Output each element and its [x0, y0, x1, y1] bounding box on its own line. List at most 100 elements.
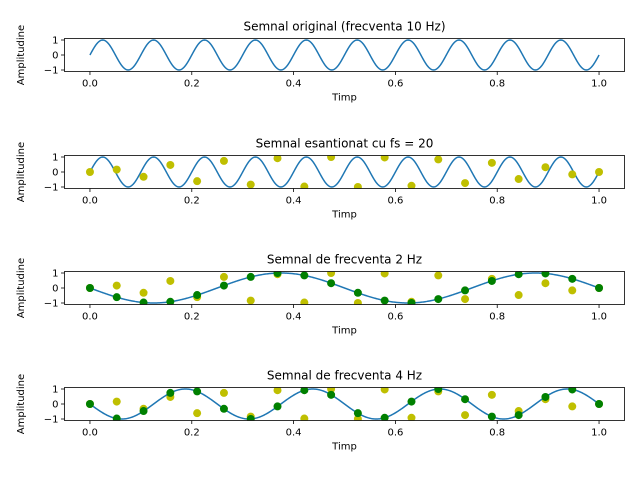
- data-point: [595, 400, 604, 408]
- data-point: [487, 276, 496, 285]
- data-point: [541, 392, 550, 401]
- y-tick-label: −1: [44, 183, 59, 194]
- data-point: [246, 296, 255, 305]
- data-point: [300, 182, 309, 189]
- data-point: [219, 281, 228, 290]
- y-tick-label: −1: [44, 66, 59, 77]
- data-point: [541, 163, 550, 172]
- x-tick-label: 0.8: [489, 79, 505, 90]
- x-tick-label: 0.4: [286, 196, 302, 207]
- x-tick-label: 0.6: [387, 428, 403, 439]
- x-tick-label: 1.0: [591, 79, 607, 90]
- data-point: [380, 155, 389, 162]
- data-point: [434, 295, 443, 304]
- data-point: [246, 180, 255, 189]
- data-point: [487, 412, 496, 421]
- series-line: [89, 272, 600, 304]
- x-tick-label: 0.6: [387, 196, 403, 207]
- data-point: [300, 271, 309, 280]
- data-point: [166, 388, 175, 397]
- data-point: [434, 155, 443, 164]
- data-point: [514, 271, 523, 279]
- y-tick-label: 0: [52, 284, 58, 295]
- data-point: [487, 390, 496, 399]
- y-tick-label: 0: [52, 400, 58, 411]
- subplot-4: Semnal de frecventa 4 Hz 0.0 0.2 0.4 0.6 0.8 1…: [16, 369, 625, 453]
- x-tick-label: 0.2: [184, 196, 200, 207]
- x-tick-label: 0.4: [286, 312, 302, 323]
- data-point: [193, 291, 202, 300]
- data-point: [461, 395, 470, 404]
- series-line: [89, 39, 600, 71]
- data-point: [273, 271, 282, 277]
- x-tick-label: 0.4: [286, 79, 302, 90]
- series-line: [89, 388, 600, 420]
- data-point: [568, 170, 577, 179]
- series-line: [89, 156, 600, 188]
- subplot-title: Semnal original (frecventa 10 Hz): [243, 20, 445, 34]
- data-point: [434, 387, 443, 393]
- data-point: [380, 413, 389, 421]
- data-point: [219, 272, 228, 281]
- data-point: [139, 172, 148, 181]
- data-point: [112, 397, 121, 406]
- data-point: [166, 297, 175, 305]
- x-axis-label: Timp: [331, 210, 357, 221]
- data-point: [246, 272, 255, 281]
- subplot-title: Semnal de frecventa 2 Hz: [267, 253, 422, 267]
- x-tick-label: 0.2: [184, 428, 200, 439]
- plot-area: [85, 387, 604, 421]
- data-point: [380, 296, 389, 305]
- data-point: [487, 158, 496, 167]
- data-point: [353, 299, 362, 305]
- data-point: [300, 387, 309, 395]
- subplot-title: Semnal de frecventa 4 Hz: [267, 369, 422, 383]
- data-point: [219, 388, 228, 397]
- data-point: [327, 271, 336, 277]
- x-axis-label: Timp: [331, 93, 357, 104]
- x-tick-label: 1.0: [591, 312, 607, 323]
- x-tick-label: 0.8: [489, 196, 505, 207]
- x-axis-label: Timp: [331, 442, 357, 453]
- data-point: [112, 165, 121, 174]
- data-point: [407, 413, 416, 421]
- data-point: [85, 168, 94, 176]
- data-point: [219, 156, 228, 165]
- y-tick-label: −1: [44, 415, 59, 426]
- data-point: [461, 411, 470, 420]
- axes-frame: [64, 387, 625, 421]
- data-point: [514, 175, 523, 184]
- data-point: [300, 414, 309, 421]
- data-point: [568, 387, 577, 394]
- data-point: [514, 411, 523, 420]
- data-point: [193, 409, 202, 418]
- subplot-1: Semnal original (frecventa 10 Hz) 0.0 0.2 0…: [16, 20, 625, 104]
- data-point: [380, 271, 389, 278]
- x-tick-label: 0.8: [489, 312, 505, 323]
- data-point: [353, 409, 362, 418]
- y-axis-label: Amplitudine: [16, 142, 27, 202]
- data-point: [300, 298, 309, 305]
- data-point: [568, 274, 577, 283]
- y-tick-label: −1: [44, 299, 59, 310]
- data-point: [273, 402, 282, 411]
- data-point: [353, 288, 362, 297]
- plot-area: [85, 271, 604, 305]
- data-point: [139, 288, 148, 297]
- y-tick-label: 0: [52, 51, 58, 62]
- data-point: [461, 286, 470, 295]
- data-point: [353, 183, 362, 189]
- data-point: [166, 276, 175, 285]
- subplot-3: Semnal de frecventa 2 Hz 0.0 0.2 0.4 0.6 0.8 1…: [16, 253, 625, 337]
- data-point: [407, 397, 416, 406]
- x-tick-label: 0.2: [184, 79, 200, 90]
- y-tick-label: 1: [52, 385, 58, 396]
- y-axis-label: Amplitudine: [16, 258, 27, 318]
- data-point: [219, 404, 228, 413]
- subplot-title: Semnal esantionat cu fs = 20: [256, 137, 434, 151]
- data-point: [327, 155, 336, 161]
- axes-frame: [64, 155, 625, 189]
- subplot-2: Semnal esantionat cu fs = 20 0.0 0.2 0.4 0.6…: [16, 137, 625, 221]
